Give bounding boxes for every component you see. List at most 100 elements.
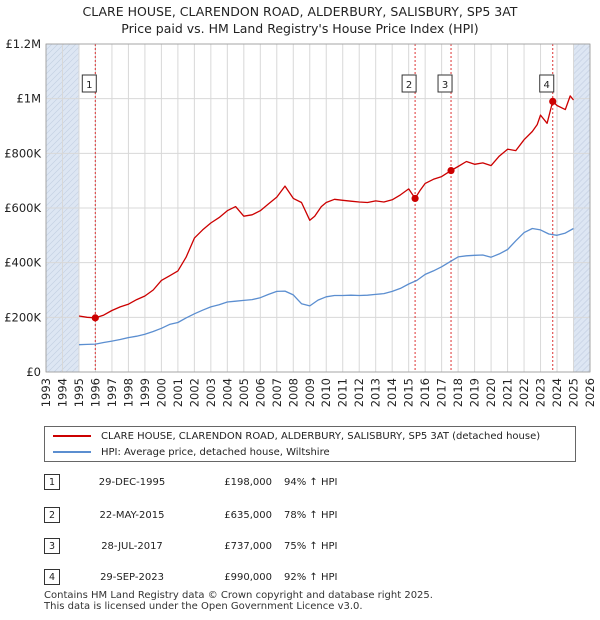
y-tick-label: £400K	[4, 256, 41, 270]
shade-hatch	[573, 237, 591, 255]
legend: CLARE HOUSE, CLARENDON ROAD, ALDERBURY, …	[44, 426, 576, 462]
shade-hatch	[573, 207, 591, 225]
price-chart: £0£200K£400K£600K£800K£1M£1.2M 1993 1994 1…	[4, 37, 597, 407]
x-tick-label: 2016	[418, 378, 432, 407]
y-tick-label: £1.2M	[5, 37, 41, 51]
shade-hatch	[573, 81, 591, 99]
legend-swatch-property	[53, 435, 91, 437]
shade-hatch	[573, 141, 591, 159]
legend-label-property: CLARE HOUSE, CLARENDON ROAD, ALDERBURY, …	[101, 431, 541, 442]
x-tick-label: 1993	[39, 378, 53, 407]
sale-row: 1 29-DEC-1995 £198,000 94% ↑ HPI	[44, 474, 464, 492]
shade-hatch	[573, 261, 591, 279]
shade-hatch	[573, 231, 591, 249]
sale-marker-box	[401, 74, 417, 93]
x-tick-label: 2017	[435, 378, 449, 407]
hpi-line	[78, 227, 574, 346]
sale-price: £737,000	[224, 541, 272, 552]
shade-hatch	[573, 105, 591, 123]
shade-hatch	[573, 135, 591, 153]
gridlines	[45, 43, 591, 373]
footer-copyright: Contains HM Land Registry data © Crown c…	[44, 590, 433, 601]
shade-hatch	[573, 117, 591, 135]
sale-date: 29-DEC-1995	[98, 477, 166, 488]
shade-hatch	[573, 51, 591, 69]
shade-hatch	[573, 321, 591, 339]
shade-hatch	[573, 87, 591, 105]
x-tick-label: 2014	[385, 378, 399, 407]
shade-hatch	[573, 43, 586, 57]
x-axis-labels: 1993 1994 1995 1996 1997 1998 1999 2000 2001 2002…	[39, 378, 597, 407]
shade-hatch	[573, 255, 591, 273]
shade-hatch	[573, 243, 591, 261]
shade-hatch	[573, 123, 591, 141]
x-tick-label: 2018	[451, 378, 465, 407]
x-tick-label: 2026	[583, 378, 597, 407]
sale-number-badge: 2	[44, 507, 60, 523]
sale-number-badge: 4	[44, 569, 60, 585]
sale-point	[447, 166, 455, 175]
sale-marker-label: 3	[442, 80, 448, 91]
sale-marker-label: 1	[86, 80, 92, 91]
shade-hatch	[573, 195, 591, 213]
legend-label-hpi: HPI: Average price, detached house, Wilt…	[101, 447, 330, 458]
sale-point	[411, 194, 419, 203]
sale-hpi-change: 75% ↑ HPI	[284, 541, 338, 552]
shade-hatch	[45, 43, 59, 57]
shade-hatch	[573, 99, 591, 117]
shade-hatch	[573, 345, 591, 363]
sale-marker-box	[539, 74, 555, 93]
series-lines	[78, 95, 575, 346]
x-tick-label: 2020	[484, 378, 498, 407]
shade-hatch	[47, 340, 80, 373]
sale-row: 3 28-JUL-2017 £737,000 75% ↑ HPI	[44, 538, 464, 556]
shade-hatch	[45, 43, 77, 75]
x-tick-label: 2025	[567, 378, 581, 407]
shade-hatch	[573, 273, 591, 291]
legend-item-property: CLARE HOUSE, CLARENDON ROAD, ALDERBURY, …	[53, 429, 540, 445]
shade-hatch	[573, 43, 580, 51]
footer-licence: This data is licensed under the Open Gov…	[44, 601, 363, 612]
shade-hatch	[573, 249, 591, 267]
x-tick-label: 2006	[253, 378, 267, 407]
x-tick-label: 2002	[187, 378, 201, 407]
shade-hatch	[573, 45, 591, 63]
shade-hatch	[573, 291, 591, 309]
sale-marker-label: 4	[544, 80, 550, 91]
shade-hatch	[573, 177, 591, 195]
sale-point	[549, 97, 557, 105]
sale-hpi-change: 92% ↑ HPI	[284, 572, 338, 583]
shade-hatch	[45, 43, 53, 51]
x-tick-label: 2000	[154, 378, 168, 407]
x-tick-label: 1998	[121, 378, 135, 407]
shade-hatch	[573, 285, 591, 303]
shade-hatch	[573, 111, 591, 129]
shade-hatch	[45, 43, 71, 69]
shade-hatch	[573, 57, 591, 75]
y-tick-label: £1M	[16, 92, 41, 106]
shade-hatch	[573, 219, 591, 237]
shade-hatch	[573, 339, 591, 357]
shade-hatch	[71, 364, 80, 373]
shade-hatch	[573, 189, 591, 207]
x-tick-label: 2022	[517, 378, 531, 407]
shade-hatch	[573, 75, 591, 93]
x-tick-label: 2024	[550, 378, 564, 407]
sale-marker-labels: 1 2 3 4	[45, 43, 591, 373]
plot-frame	[45, 43, 591, 373]
sale-number-badge: 3	[44, 538, 60, 554]
y-tick-label: £800K	[4, 146, 41, 160]
shade-hatch	[573, 165, 591, 183]
sale-hpi-change: 78% ↑ HPI	[284, 510, 338, 521]
x-tick-label: 2004	[220, 378, 234, 407]
x-tick-label: 2011	[336, 378, 350, 407]
shade-hatch	[573, 171, 591, 189]
shade-hatch	[573, 129, 591, 147]
shade-hatch	[53, 346, 80, 373]
chart-title-line1: CLARE HOUSE, CLARENDON ROAD, ALDERBURY, …	[82, 4, 518, 19]
sale-marker-label: 2	[406, 80, 412, 91]
chart-title: CLARE HOUSE, CLARENDON ROAD, ALDERBURY, …	[0, 3, 600, 37]
x-tick-label: 1999	[138, 378, 152, 407]
sale-price: £635,000	[224, 510, 272, 521]
shade-hatch	[573, 213, 591, 231]
